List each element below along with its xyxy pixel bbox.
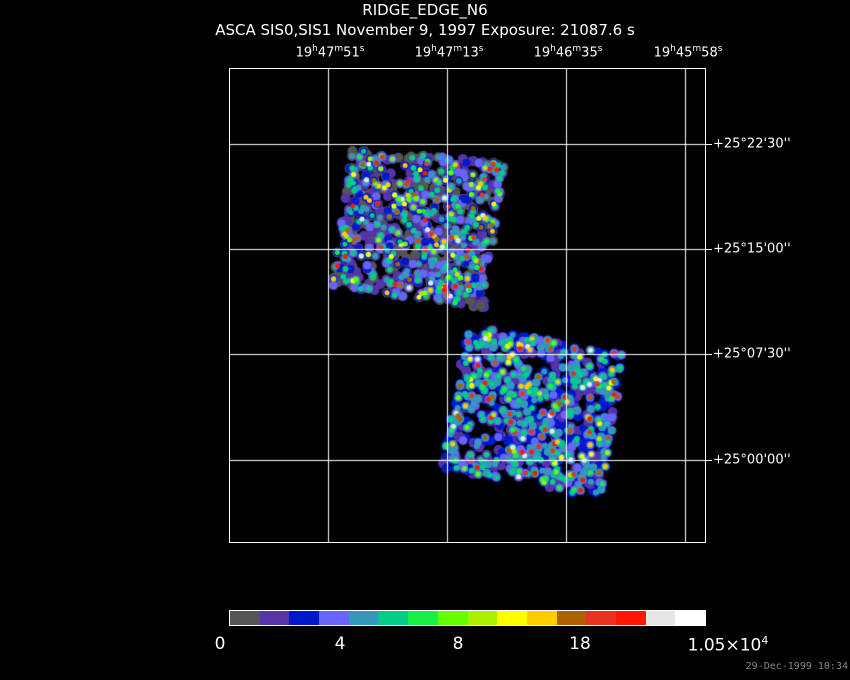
colorbar-label: 0 xyxy=(214,634,226,654)
colorbar-segment xyxy=(497,611,527,625)
dec-label: +25°00'00'' xyxy=(713,452,791,468)
colorbar-segment xyxy=(437,611,468,625)
plot-frame xyxy=(229,68,706,543)
colorbar-segment xyxy=(556,611,587,625)
dec-label: +25°07'30'' xyxy=(713,346,791,362)
dec-tick xyxy=(705,354,712,355)
colorbar-label: 18 xyxy=(569,634,591,654)
ra-label: 19h46m35s xyxy=(533,44,603,61)
colorbar-segment xyxy=(675,611,705,625)
dec-tick xyxy=(705,249,712,250)
colorbar-segment xyxy=(289,611,320,625)
colorbar-segment xyxy=(259,611,290,625)
colorbar xyxy=(229,610,706,626)
image-title: RIDGE_EDGE_N6 xyxy=(362,1,488,19)
colorbar-segment xyxy=(378,611,409,625)
colorbar-segment xyxy=(526,611,557,625)
colorbar-segment xyxy=(319,611,349,625)
timestamp: 29-Dec-1999 10:34 xyxy=(745,661,848,672)
dec-label: +25°22'30'' xyxy=(713,136,791,152)
colorbar-segment xyxy=(467,611,498,625)
ra-label: 19h45m58s xyxy=(653,44,723,61)
image-subtitle: ASCA SIS0,SIS1 November 9, 1997 Exposure… xyxy=(215,21,635,39)
colorbar-segment xyxy=(230,611,260,625)
dec-label: +25°15'00'' xyxy=(713,241,791,257)
colorbar-label: 8 xyxy=(452,634,464,654)
colorbar-segment xyxy=(348,611,379,625)
colorbar-segment xyxy=(615,611,646,625)
colorbar-segment xyxy=(586,611,616,625)
colorbar-label: 4 xyxy=(334,634,346,654)
xray-image xyxy=(229,68,706,543)
ra-label: 19h47m13s xyxy=(414,44,484,61)
ra-label: 19h47m51s xyxy=(295,44,365,61)
colorbar-label-max: 1.05×104 xyxy=(687,634,769,656)
dec-tick xyxy=(705,144,712,145)
colorbar-segment xyxy=(645,611,676,625)
colorbar-segment xyxy=(408,611,438,625)
dec-tick xyxy=(705,460,712,461)
